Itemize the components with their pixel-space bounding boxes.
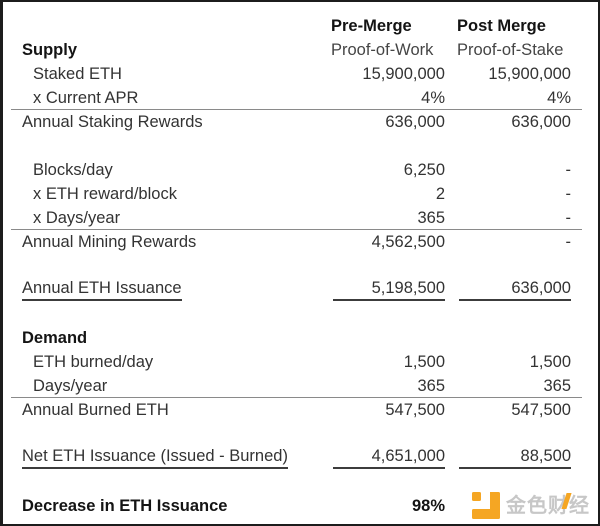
post-merge-value: - (565, 184, 572, 203)
pre-merge-value: 365 (417, 376, 445, 395)
post-merge-value: 1,500 (529, 352, 571, 371)
pre-merge-value: 365 (417, 208, 445, 227)
table-row-net-eth-issuance: Net ETH Issuance (Issued - Burned) 4,651… (22, 446, 571, 470)
pre-merge-value: 636,000 (385, 112, 445, 131)
row-label: Annual ETH Issuance (22, 279, 327, 301)
row-spacer (22, 422, 571, 446)
underlined-total-value: 636,000 (459, 279, 571, 301)
post-merge-value: 15,900,000 (488, 64, 571, 83)
table-row-staked-eth: Staked ETH 15,900,000 15,900,000 (22, 62, 571, 86)
row-label: Blocks/day (33, 160, 113, 179)
row-spacer (22, 254, 571, 278)
watermark-brand-text: 金色财经 (506, 494, 590, 517)
column-subheader-proof-of-stake: Proof-of-Stake (457, 40, 564, 59)
post-merge-value: 636,000 (453, 279, 571, 301)
underlined-total-value: 4,651,000 (333, 447, 445, 469)
row-label: ETH burned/day (33, 352, 154, 371)
pre-merge-value: 1,500 (403, 352, 445, 371)
post-merge-value: - (565, 232, 572, 251)
underlined-total-value: 5,198,500 (333, 279, 445, 301)
pre-merge-value: 4,562,500 (371, 232, 445, 251)
pre-merge-value: 4% (421, 88, 445, 107)
pre-merge-value: 2 (435, 184, 445, 203)
pre-merge-value: 15,900,000 (362, 64, 445, 83)
table-row-demand-header: Demand (22, 326, 571, 350)
table-row-supply-header: Supply Proof-of-Work Proof-of-Stake (22, 38, 571, 62)
row-label: Annual Burned ETH (22, 400, 169, 419)
table-row-annual-mining-rewards: Annual Mining Rewards 4,562,500 - (22, 230, 571, 254)
section-title-supply: Supply (22, 40, 78, 59)
row-label: Days/year (33, 376, 108, 395)
table-row-decrease-in-eth-issuance: Decrease in ETH Issuance 98% (22, 494, 571, 518)
table-row-eth-reward-per-block: x ETH reward/block 2 - (22, 182, 571, 206)
table-row-annual-eth-issuance: Annual ETH Issuance 5,198,500 636,000 (22, 278, 571, 302)
row-label: x ETH reward/block (33, 184, 177, 203)
row-spacer (22, 470, 571, 494)
jinse-logo-icon (472, 492, 500, 519)
row-label: Staked ETH (33, 64, 122, 83)
column-subheader-proof-of-work: Proof-of-Work (331, 40, 434, 59)
table-row-annual-burned-eth: Annual Burned ETH 547,500 547,500 (22, 398, 571, 422)
column-header-post-merge: Post Merge (457, 16, 546, 35)
table-row-blocks-per-day: Blocks/day 6,250 - (22, 158, 571, 182)
pre-merge-value: 5,198,500 (327, 279, 445, 301)
underlined-total-label: Net ETH Issuance (Issued - Burned) (22, 447, 288, 469)
column-header-pre-merge: Pre-Merge (331, 16, 412, 35)
table-row-current-apr: x Current APR 4% 4% (11, 86, 582, 110)
row-label: x Current APR (33, 88, 139, 107)
row-label: Annual Staking Rewards (22, 112, 203, 131)
post-merge-value: 88,500 (453, 447, 571, 469)
table-row-days-per-year-mining: x Days/year 365 - (11, 206, 582, 230)
table-row-annual-staking-rewards: Annual Staking Rewards 636,000 636,000 (22, 110, 571, 134)
pre-merge-value: 547,500 (385, 400, 445, 419)
post-merge-value: 365 (543, 376, 571, 395)
row-spacer (22, 302, 571, 326)
jinse-finance-watermark: 金色财经 (472, 492, 590, 519)
row-spacer (22, 134, 571, 158)
row-label: x Days/year (33, 208, 121, 227)
pre-merge-value: 4,651,000 (327, 447, 445, 469)
post-merge-value: 547,500 (511, 400, 571, 419)
table-header-row: Pre-Merge Post Merge (22, 14, 571, 38)
pre-merge-value: 98% (411, 496, 445, 515)
row-label: Net ETH Issuance (Issued - Burned) (22, 447, 327, 469)
row-label: Decrease in ETH Issuance (22, 496, 228, 515)
pre-merge-value: 6,250 (403, 160, 445, 179)
post-merge-value: - (565, 160, 572, 179)
table-row-eth-burned-per-day: ETH burned/day 1,500 1,500 (22, 350, 571, 374)
table-row-days-per-year-burn: Days/year 365 365 (11, 374, 582, 398)
row-label: Annual Mining Rewards (22, 232, 197, 251)
underlined-total-label: Annual ETH Issuance (22, 279, 182, 301)
post-merge-value: 4% (547, 88, 571, 107)
underlined-total-value: 88,500 (459, 447, 571, 469)
post-merge-value: - (565, 208, 572, 227)
post-merge-value: 636,000 (511, 112, 571, 131)
section-title-demand: Demand (22, 328, 88, 347)
